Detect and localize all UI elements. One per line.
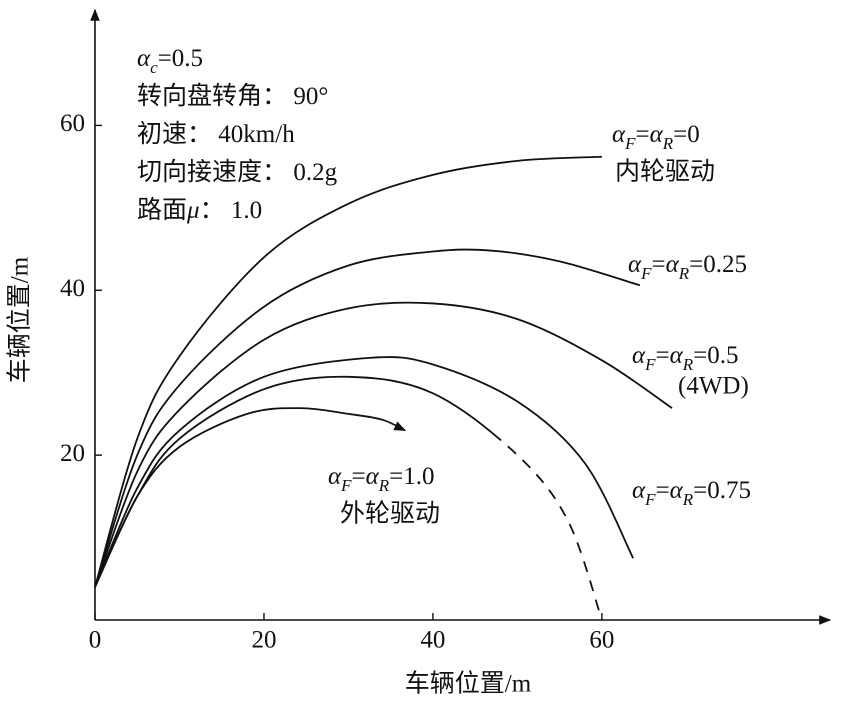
x-axis-label: 车辆位置/m <box>405 670 532 698</box>
parameter: αc=0.5 <box>137 45 203 78</box>
y-tick-label: 40 <box>60 275 85 302</box>
parameter: 初速： 40km/h <box>137 120 295 148</box>
y-tick-label: 60 <box>60 110 85 137</box>
y-tick-label: 20 <box>60 440 85 467</box>
trajectory <box>94 248 641 588</box>
annotation: 内轮驱动 <box>615 158 715 186</box>
series-label: αF=αR=0.5 <box>632 342 739 375</box>
x-tick-label: 60 <box>589 627 614 654</box>
series-label: αF=αR=0.25 <box>628 251 747 284</box>
x-tick-label: 0 <box>89 627 102 654</box>
series-label: αF=αR=1.0 <box>328 463 435 496</box>
parameter: 切向接速度： 0.2g <box>137 158 338 186</box>
annotation: 外轮驱动 <box>340 500 440 528</box>
y-axis-label: 车辆位置/m <box>6 256 34 383</box>
trajectory <box>94 356 634 588</box>
trajectory <box>94 375 603 621</box>
trajectory <box>94 407 407 588</box>
series-label: αF=αR=0.75 <box>632 477 751 510</box>
parameter: 路面μ： 1.0 <box>137 196 262 224</box>
parameter: 转向盘转角： 90° <box>137 82 328 110</box>
x-tick-label: 20 <box>251 627 276 654</box>
annotation: (4WD) <box>678 373 749 400</box>
series-label: αF=αR=0 <box>612 121 700 154</box>
trajectory <box>94 155 602 588</box>
trajectory <box>94 301 673 588</box>
x-tick-label: 40 <box>420 627 445 654</box>
